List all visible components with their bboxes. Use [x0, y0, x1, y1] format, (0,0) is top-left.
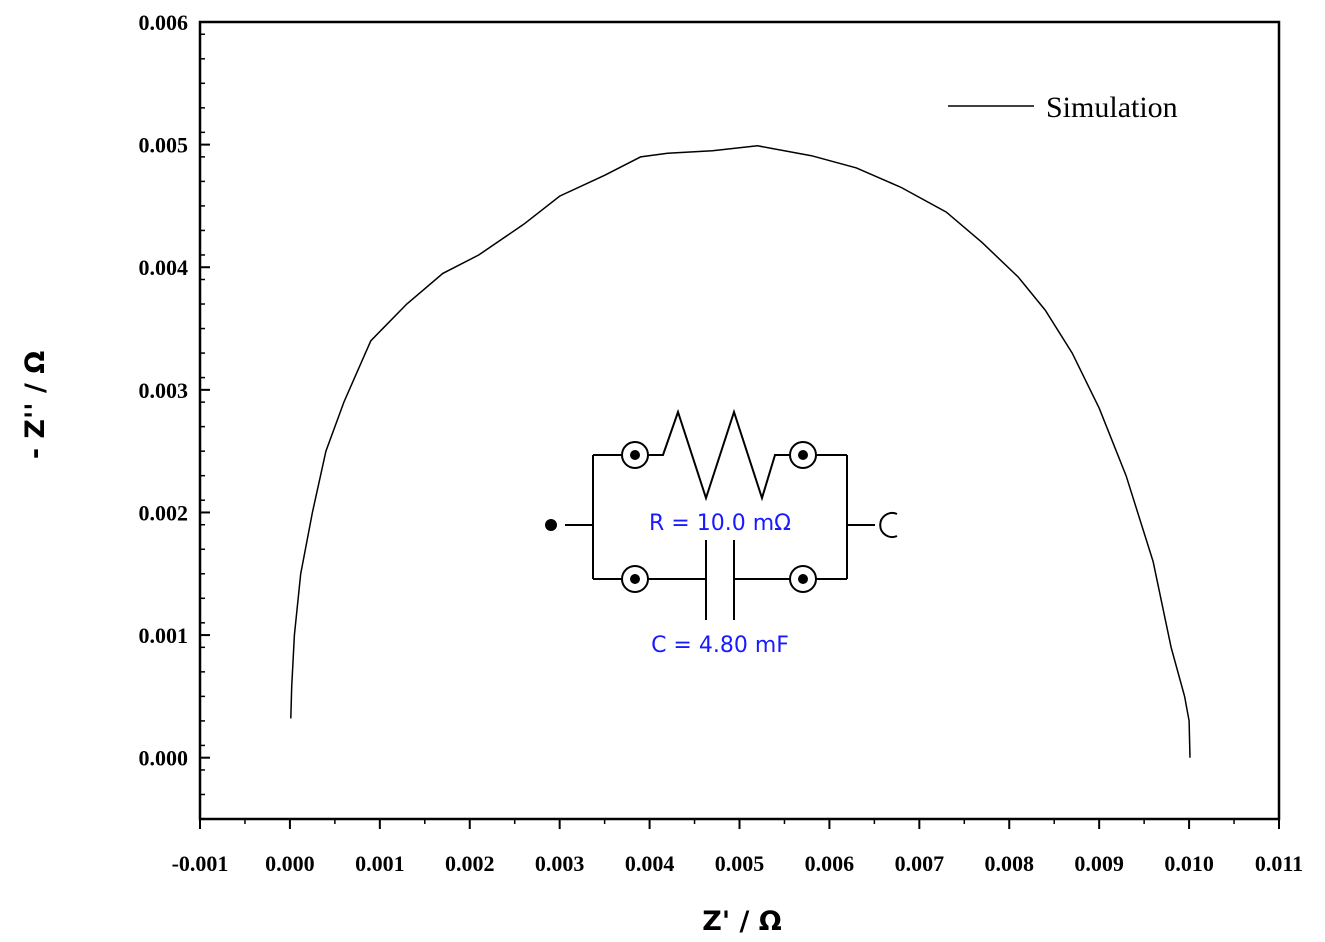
circuit-input-terminal: [545, 519, 557, 531]
circuit-output-terminal-icon: [879, 512, 898, 538]
y-axis-ticks: 0.000 0.001 0.002 0.003 0.004 0.005 0.006: [139, 10, 210, 820]
x-tick-label: 0.009: [1074, 851, 1124, 876]
x-tick-label: 0.002: [445, 851, 495, 876]
x-axis-title: Z' / Ω: [702, 906, 782, 937]
capacitor-left-node-dot: [630, 574, 640, 584]
x-tick-label: 0.010: [1164, 851, 1214, 876]
legend-entry-simulation: Simulation: [1046, 91, 1178, 124]
series-line-simulation: [290, 145, 1191, 758]
series-group: [290, 145, 1191, 758]
x-tick-label: 0.004: [625, 851, 675, 876]
resistor-left-node-dot: [630, 450, 640, 460]
y-tick-label: 0.002: [139, 500, 189, 525]
x-tick-label: 0.007: [895, 851, 945, 876]
x-axis-ticks: -0.001 0.000 0.001 0.002 0.003 0.004 0.005 0.00…: [172, 819, 1303, 876]
x-tick-label: 0.008: [985, 851, 1035, 876]
resistor-label-background: [636, 507, 804, 537]
y-tick-label: 0.005: [139, 133, 189, 158]
y-tick-label: 0.000: [139, 746, 189, 771]
y-tick-label: 0.004: [139, 255, 189, 280]
plot-frame: [198, 20, 1281, 821]
x-tick-label: 0.000: [265, 851, 315, 876]
resistor-zigzag-icon: [648, 408, 790, 502]
resistor-right-node-dot: [798, 450, 808, 460]
x-tick-label: 0.011: [1255, 851, 1303, 876]
x-tick-label: 0.003: [535, 851, 585, 876]
x-tick-label: 0.001: [355, 851, 405, 876]
x-tick-label: 0.005: [715, 851, 765, 876]
x-tick-label: -0.001: [172, 851, 229, 876]
resistor-value-label: R = 10.0 mΩ: [649, 511, 791, 536]
x-tick-label: 0.006: [805, 851, 855, 876]
capacitor-right-node-dot: [798, 574, 808, 584]
y-tick-label: 0.006: [139, 10, 189, 35]
legend: Simulation: [948, 91, 1178, 124]
y-tick-label: 0.001: [139, 623, 189, 648]
y-axis-title: - Z'' / Ω: [20, 351, 51, 459]
equivalent-circuit-diagram: [545, 408, 898, 620]
y-tick-label: 0.003: [139, 378, 189, 403]
capacitor-value-label: C = 4.80 mF: [651, 633, 789, 658]
